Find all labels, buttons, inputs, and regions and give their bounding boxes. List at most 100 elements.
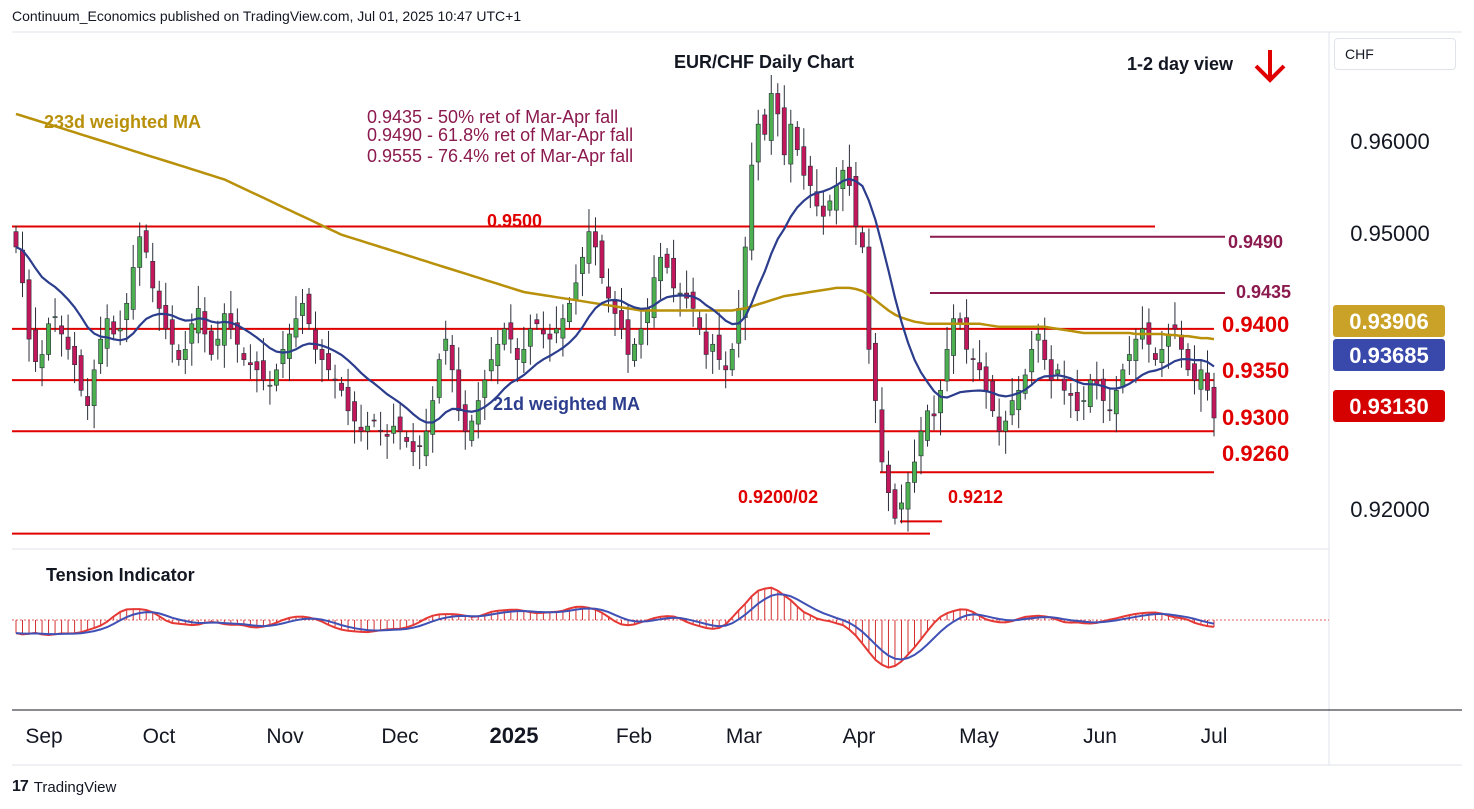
- candle: [384, 424, 390, 459]
- candle-body-down: [514, 348, 520, 360]
- candle-body-up: [430, 400, 436, 435]
- candle-body-down: [977, 362, 983, 371]
- ma233-line: [15, 112, 1215, 341]
- candle-body-up: [944, 349, 950, 382]
- candle-body-up: [1055, 369, 1061, 375]
- candle: [658, 242, 663, 300]
- candle: [899, 484, 904, 524]
- candle-body-down: [703, 331, 709, 355]
- tension-layer: [12, 586, 1329, 669]
- x-tick-mar: Mar: [726, 725, 762, 748]
- candle: [638, 310, 644, 359]
- candle-body-up: [573, 282, 579, 301]
- candle-body-up: [710, 343, 716, 352]
- candle-body-up: [567, 302, 572, 323]
- candle-body-down: [339, 382, 344, 391]
- candle-body-up: [495, 343, 501, 367]
- candle: [827, 194, 833, 217]
- candle-body-down: [970, 358, 976, 360]
- candle: [593, 217, 598, 266]
- candle: [1192, 345, 1197, 395]
- candle: [1133, 328, 1139, 384]
- candle-body-down: [371, 419, 377, 422]
- candle: [879, 387, 885, 473]
- candle-body-down: [853, 176, 859, 227]
- candle-body-down: [964, 317, 969, 350]
- candle: [150, 242, 156, 303]
- candle: [313, 311, 318, 364]
- candle: [1048, 345, 1054, 399]
- candle-body-up: [1003, 420, 1009, 432]
- candle-body-down: [169, 319, 175, 345]
- candle: [482, 369, 488, 421]
- candle-body-down: [352, 401, 357, 422]
- candle-body-up: [130, 267, 136, 310]
- candle-body-down: [931, 413, 937, 417]
- candle-body-down: [417, 445, 423, 447]
- candle: [716, 312, 722, 370]
- candle-body-down: [990, 380, 996, 412]
- level-label-9435: 0.9435: [1236, 282, 1291, 302]
- candle: [59, 315, 64, 357]
- candle-body-up: [300, 302, 305, 316]
- candle: [931, 395, 937, 431]
- candle-body-down: [593, 231, 598, 248]
- candle-body-down: [163, 305, 169, 330]
- candle: [20, 231, 25, 298]
- candle-body-up: [938, 390, 943, 414]
- candle-body-up: [52, 316, 58, 318]
- candle-body-down: [534, 319, 540, 325]
- candle: [1081, 386, 1087, 421]
- currency-label[interactable]: CHF: [1334, 38, 1456, 70]
- candle-body-down: [345, 386, 351, 412]
- candle-body-down: [814, 191, 820, 207]
- candle: [404, 431, 410, 448]
- candle-body-down: [716, 334, 722, 360]
- candle-body-down: [697, 317, 703, 330]
- price-tag-ma21: 0.93685: [1333, 339, 1445, 371]
- candle: [241, 347, 247, 366]
- candle-body-up: [729, 349, 735, 371]
- candle-body-up: [423, 430, 429, 457]
- price-tag-last-text: 0.93130: [1349, 394, 1429, 419]
- candle-body-down: [983, 366, 989, 391]
- candle-body-down: [85, 396, 91, 406]
- candle: [846, 144, 852, 196]
- candle-body-down: [619, 310, 624, 330]
- candle: [261, 338, 266, 391]
- candle: [970, 348, 976, 383]
- candle: [1022, 368, 1028, 400]
- candle-body-down: [202, 311, 208, 335]
- candle: [1205, 350, 1210, 401]
- candle: [664, 248, 670, 274]
- candle: [788, 109, 794, 183]
- price-tag-ma21-text: 0.93685: [1349, 343, 1429, 368]
- candle: [13, 225, 19, 254]
- footer-brand[interactable]: 17 TradingView: [12, 778, 116, 796]
- candle-body-up: [768, 93, 774, 141]
- candle-body-down: [150, 261, 156, 289]
- candle-body-up: [124, 302, 130, 320]
- level-label-9500: 0.9500: [487, 211, 542, 231]
- candle: [1146, 308, 1152, 363]
- candle-body-down: [78, 355, 84, 391]
- candle: [540, 311, 546, 349]
- candle-body-up: [1087, 379, 1093, 407]
- candle-body-up: [527, 328, 533, 347]
- candle-body-up: [1016, 390, 1022, 411]
- y-tick-095: 0.95000: [1350, 221, 1430, 246]
- candle: [26, 269, 32, 362]
- candle: [397, 402, 403, 450]
- candle: [951, 304, 956, 374]
- candle: [1055, 363, 1061, 381]
- candle: [801, 128, 807, 190]
- candle: [202, 297, 208, 353]
- candle: [280, 330, 286, 379]
- candle-body-down: [606, 286, 611, 299]
- candle-body-down: [762, 114, 768, 135]
- candle-body-down: [820, 205, 826, 217]
- candle-body-up: [189, 323, 195, 344]
- candle: [391, 403, 397, 444]
- footer-brand-text: TradingView: [33, 778, 117, 796]
